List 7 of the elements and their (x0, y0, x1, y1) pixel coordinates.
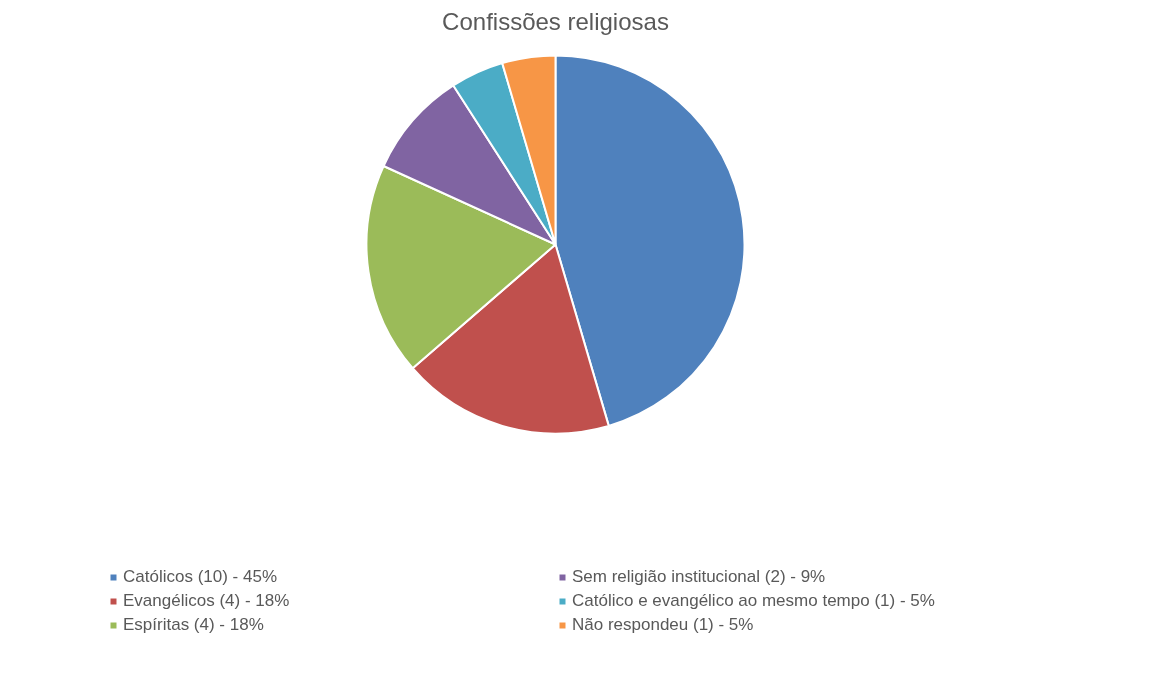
legend-label: Sem religião institucional (2) - 9% (572, 567, 827, 587)
legend-label: Católicos (10) - 45% (123, 567, 278, 587)
legend-label: Espíritas (4) - 18% (123, 615, 265, 635)
chart-title: Confissões religiosas (442, 7, 669, 35)
legend-label: Católico e evangélico ao mesmo tempo (1) - 5% (572, 591, 936, 611)
legend-label: Evangélicos (4) - 18% (123, 591, 291, 611)
legend-label: Não respondeu (1) - 5% (572, 615, 755, 635)
